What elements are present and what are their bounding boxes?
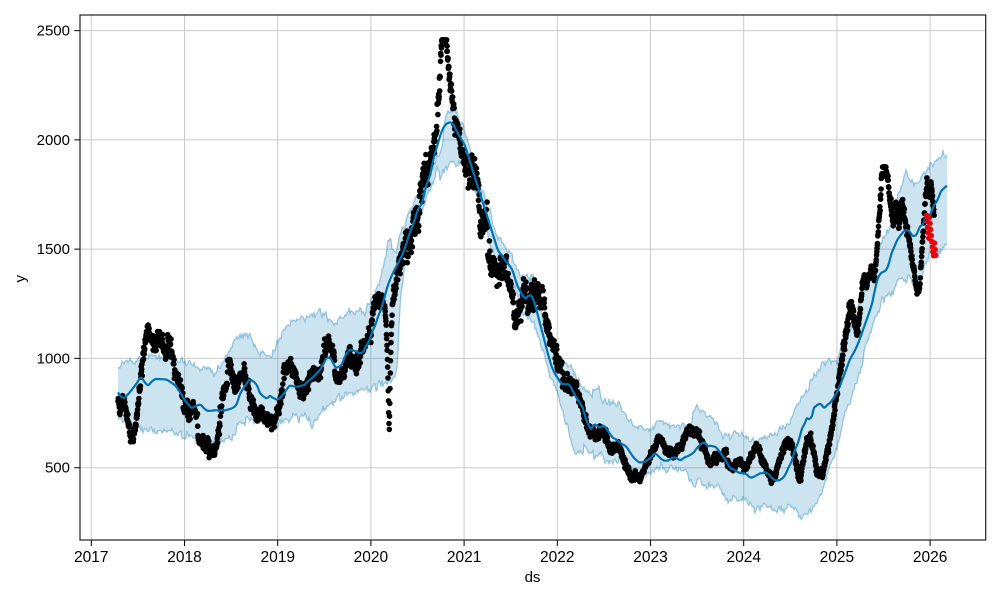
svg-text:1500: 1500 [37, 241, 70, 258]
svg-text:2021: 2021 [447, 549, 481, 566]
svg-text:500: 500 [45, 460, 70, 477]
svg-text:2500: 2500 [37, 23, 70, 40]
svg-text:2000: 2000 [37, 132, 70, 149]
svg-text:ds: ds [525, 569, 541, 586]
svg-text:2018: 2018 [167, 549, 201, 566]
svg-text:2017: 2017 [74, 549, 108, 566]
svg-text:2024: 2024 [726, 549, 761, 566]
svg-text:2025: 2025 [820, 549, 854, 566]
svg-text:1000: 1000 [37, 350, 70, 367]
svg-text:2023: 2023 [633, 549, 667, 566]
svg-text:2026: 2026 [913, 549, 947, 566]
svg-text:2019: 2019 [260, 549, 294, 566]
svg-text:y: y [12, 274, 29, 282]
svg-text:2022: 2022 [540, 549, 574, 566]
svg-text:2020: 2020 [354, 549, 389, 566]
